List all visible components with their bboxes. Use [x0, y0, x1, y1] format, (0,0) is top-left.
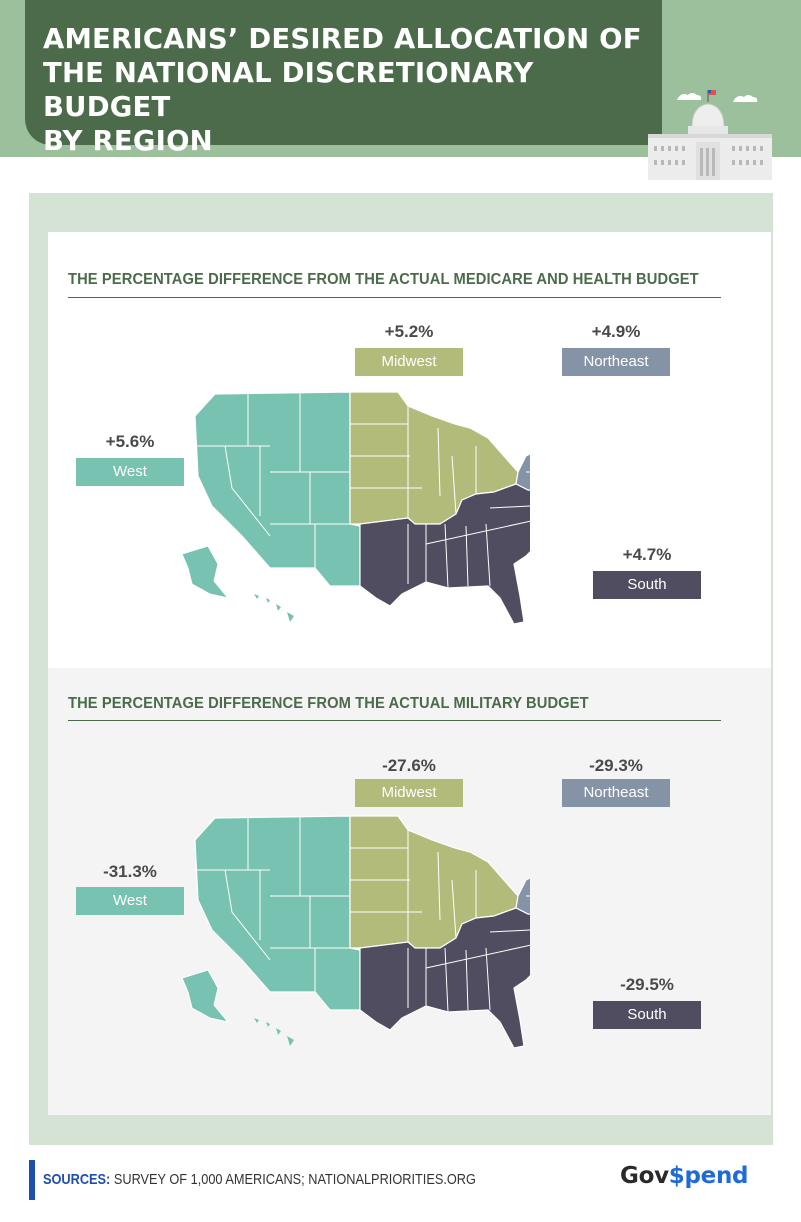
capitol-building-icon	[648, 90, 772, 180]
section-divider	[68, 297, 721, 298]
south-value: -29.5%	[620, 975, 674, 994]
northeast-value: +4.9%	[591, 322, 641, 341]
midwest-value: -27.6%	[382, 756, 436, 775]
govspend-logo: Gov$pend	[620, 1163, 748, 1189]
page-title: AMERICANS’ DESIRED ALLOCATION OF THE NAT…	[43, 23, 642, 157]
us-regions-map	[181, 391, 530, 625]
sources-label: SOURCES:	[43, 1171, 111, 1188]
west-label: West	[76, 458, 184, 486]
west-value: -31.3%	[103, 862, 157, 881]
section-divider	[68, 720, 721, 721]
map-alaska	[181, 969, 230, 1023]
sources-accent-bar	[29, 1160, 35, 1200]
map-region-west	[194, 391, 361, 587]
map-region-south	[359, 483, 530, 625]
logo-text-spend: $pend	[668, 1163, 749, 1189]
us-regions-map	[181, 815, 530, 1049]
midwest-label: Midwest	[355, 779, 463, 807]
west-label: West	[76, 887, 184, 915]
map-region-northeast	[515, 877, 530, 915]
section-title-military: THE PERCENTAGE DIFFERENCE FROM THE ACTUA…	[68, 695, 589, 712]
west-value: +5.6%	[105, 432, 155, 451]
midwest-value: +5.2%	[384, 322, 434, 341]
logo-text-gov: Gov	[620, 1163, 669, 1189]
map-alaska	[181, 545, 230, 599]
map-hawaii	[254, 594, 294, 622]
northeast-label: Northeast	[562, 779, 670, 807]
map-region-northeast	[515, 453, 530, 491]
map-region-south	[359, 907, 530, 1049]
section-title-medicare: THE PERCENTAGE DIFFERENCE FROM THE ACTUA…	[68, 271, 699, 288]
map-region-west	[194, 815, 361, 1011]
south-label: South	[593, 571, 701, 599]
northeast-label: Northeast	[562, 348, 670, 376]
south-value: +4.7%	[622, 545, 672, 564]
sources-line: SOURCES: SURVEY OF 1,000 AMERICANS; NATI…	[43, 1171, 476, 1188]
map-hawaii	[254, 1018, 294, 1046]
south-label: South	[593, 1001, 701, 1029]
midwest-label: Midwest	[355, 348, 463, 376]
northeast-value: -29.3%	[589, 756, 643, 775]
title-box	[25, 0, 662, 145]
sources-text: SURVEY OF 1,000 AMERICANS; NATIONALPRIOR…	[110, 1171, 476, 1188]
